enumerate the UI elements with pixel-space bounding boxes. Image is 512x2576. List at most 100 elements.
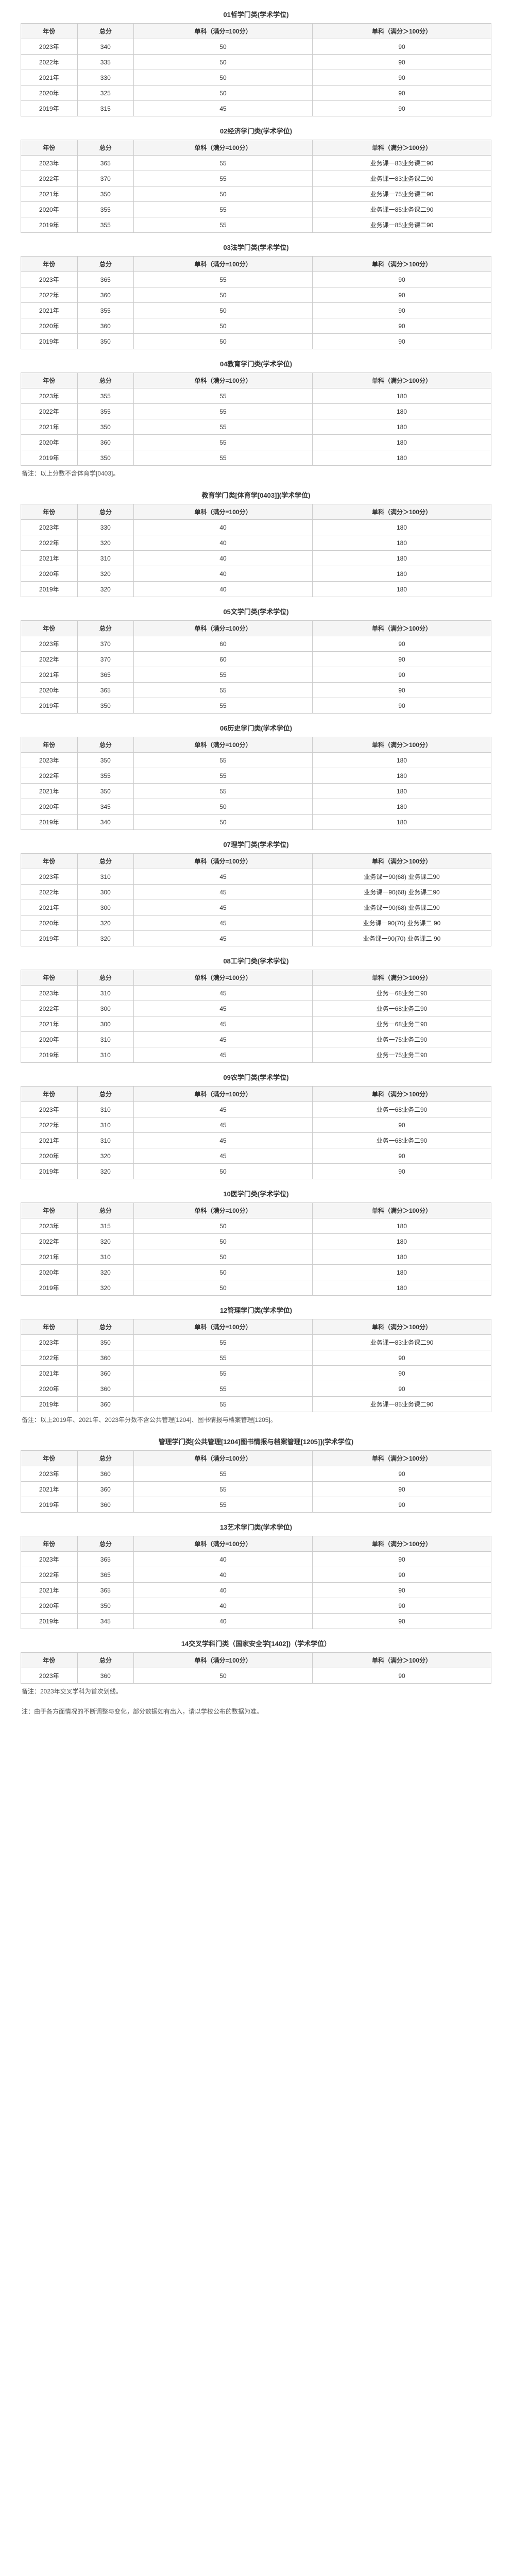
cell-s1: 50 — [134, 1265, 313, 1280]
table-header-sub1: 单科（满分=100分） — [134, 1451, 313, 1466]
cell-year: 2020年 — [21, 1148, 78, 1164]
score-table: 年份总分单科（满分=100分）单科（满分＞100分）2023年365409020… — [21, 1536, 491, 1629]
cell-year: 2019年 — [21, 1614, 78, 1629]
cell-s1: 40 — [134, 1598, 313, 1614]
cell-total: 330 — [77, 70, 134, 86]
cell-total: 355 — [77, 404, 134, 419]
cell-total: 325 — [77, 86, 134, 101]
table-header-sub2: 单科（满分＞100分） — [313, 1319, 491, 1335]
cell-total: 320 — [77, 582, 134, 597]
cell-year: 2021年 — [21, 1366, 78, 1381]
cell-year: 2020年 — [21, 916, 78, 931]
cell-s1: 45 — [134, 1117, 313, 1133]
cell-year: 2022年 — [21, 535, 78, 551]
cell-year: 2023年 — [21, 156, 78, 171]
table-row: 2021年31045业务一68业务二90 — [21, 1133, 491, 1148]
table-header-sub2: 单科（满分＞100分） — [313, 257, 491, 272]
table-header-total: 总分 — [77, 1536, 134, 1552]
cell-year: 2020年 — [21, 566, 78, 582]
footer-note: 注：由于各方面情况的不断调整与变化，部分数据如有出入，请以学校公布的数据为准。 — [21, 1704, 491, 1719]
cell-year: 2022年 — [21, 1001, 78, 1016]
section-note: 备注：2023年交叉学科为首次划线。 — [21, 1684, 491, 1699]
section-title: 13艺术学门类(学术学位) — [21, 1518, 491, 1536]
score-table: 年份总分单科（满分=100分）单科（满分＞100分）2023年31045业务课一… — [21, 853, 491, 946]
cell-total: 340 — [77, 39, 134, 55]
table-row: 2023年36555业务课一83业务课二90 — [21, 156, 491, 171]
cell-total: 340 — [77, 815, 134, 830]
cell-s1: 55 — [134, 1350, 313, 1366]
table-row: 2020年36055180 — [21, 435, 491, 450]
cell-s2: 90 — [313, 1552, 491, 1567]
table-row: 2021年3655590 — [21, 667, 491, 683]
cell-year: 2021年 — [21, 303, 78, 318]
cell-total: 310 — [77, 1133, 134, 1148]
table-header-sub1: 单科（满分=100分） — [134, 257, 313, 272]
cell-s1: 40 — [134, 1567, 313, 1583]
cell-s2: 90 — [313, 1598, 491, 1614]
cell-s1: 50 — [134, 334, 313, 349]
cell-s1: 55 — [134, 1482, 313, 1497]
cell-total: 355 — [77, 202, 134, 217]
score-section: 04教育学门类(学术学位)年份总分单科（满分=100分）单科（满分＞100分）2… — [21, 354, 491, 481]
table-header-sub2: 单科（满分＞100分） — [313, 504, 491, 520]
cell-s1: 50 — [134, 303, 313, 318]
cell-s2: 90 — [313, 1350, 491, 1366]
section-title: 02经济学门类(学术学位) — [21, 122, 491, 140]
table-row: 2019年31045业务一75业务二90 — [21, 1047, 491, 1063]
cell-total: 310 — [77, 1032, 134, 1047]
table-row: 2019年34050180 — [21, 815, 491, 830]
cell-s2: 业务课一90(70) 业务课二 90 — [313, 931, 491, 946]
cell-year: 2019年 — [21, 1280, 78, 1296]
cell-year: 2020年 — [21, 1265, 78, 1280]
cell-s2: 业务课一75业务课二90 — [313, 187, 491, 202]
cell-s2: 业务一68业务二90 — [313, 986, 491, 1001]
cell-total: 300 — [77, 900, 134, 916]
cell-year: 2023年 — [21, 869, 78, 885]
table-row: 2022年32050180 — [21, 1234, 491, 1249]
cell-total: 350 — [77, 419, 134, 435]
cell-s1: 50 — [134, 70, 313, 86]
cell-total: 360 — [77, 287, 134, 303]
cell-year: 2022年 — [21, 404, 78, 419]
table-header-total: 总分 — [77, 1653, 134, 1668]
table-row: 2021年35055180 — [21, 419, 491, 435]
table-header-total: 总分 — [77, 1087, 134, 1102]
table-row: 2021年3654090 — [21, 1583, 491, 1598]
cell-s1: 55 — [134, 156, 313, 171]
cell-year: 2022年 — [21, 652, 78, 667]
table-row: 2022年32040180 — [21, 535, 491, 551]
table-header-total: 总分 — [77, 140, 134, 156]
cell-total: 360 — [77, 1668, 134, 1684]
section-title: 04教育学门类(学术学位) — [21, 354, 491, 372]
table-row: 2023年3654090 — [21, 1552, 491, 1567]
cell-s2: 业务课一83业务课二90 — [313, 1335, 491, 1350]
table-header-sub1: 单科（满分=100分） — [134, 737, 313, 753]
score-section: 05文学门类(学术学位)年份总分单科（满分=100分）单科（满分＞100分）20… — [21, 602, 491, 714]
table-header-total: 总分 — [77, 737, 134, 753]
cell-s2: 180 — [313, 768, 491, 784]
cell-s2: 90 — [313, 1497, 491, 1513]
score-table: 年份总分单科（满分=100分）单科（满分＞100分）2023年330401802… — [21, 504, 491, 597]
cell-year: 2021年 — [21, 900, 78, 916]
cell-total: 370 — [77, 636, 134, 652]
cell-year: 2019年 — [21, 698, 78, 714]
cell-s2: 180 — [313, 815, 491, 830]
cell-s1: 45 — [134, 1001, 313, 1016]
table-header-year: 年份 — [21, 1087, 78, 1102]
score-section: 09农学门类(学术学位)年份总分单科（满分=100分）单科（满分＞100分）20… — [21, 1068, 491, 1179]
cell-s2: 180 — [313, 1234, 491, 1249]
cell-s2: 180 — [313, 404, 491, 419]
table-row: 2019年32045业务课一90(70) 业务课二 90 — [21, 931, 491, 946]
cell-total: 315 — [77, 1218, 134, 1234]
cell-s2: 90 — [313, 652, 491, 667]
cell-s2: 90 — [313, 1614, 491, 1629]
section-title: 09农学门类(学术学位) — [21, 1068, 491, 1086]
cell-s1: 50 — [134, 287, 313, 303]
score-table: 年份总分单科（满分=100分）单科（满分＞100分）2023年365559020… — [21, 256, 491, 349]
table-header-year: 年份 — [21, 1203, 78, 1218]
cell-year: 2021年 — [21, 419, 78, 435]
cell-total: 300 — [77, 1016, 134, 1032]
cell-s2: 90 — [313, 683, 491, 698]
cell-year: 2022年 — [21, 287, 78, 303]
cell-s2: 180 — [313, 435, 491, 450]
